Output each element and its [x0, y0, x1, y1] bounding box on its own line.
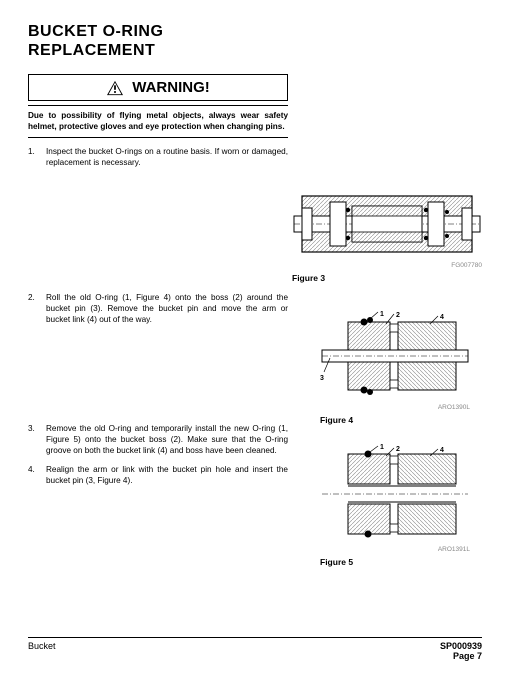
step-2: 2. Roll the old O-ring (1, Figure 4) ont…	[28, 292, 288, 325]
figure-5-code: ARO1391L	[320, 546, 470, 553]
footer-rule	[28, 637, 482, 638]
svg-text:1: 1	[380, 311, 384, 318]
warning-rule-top	[28, 105, 288, 106]
footer-page: Page 7	[440, 651, 482, 661]
step-3-text: Remove the old O-ring and temporarily in…	[46, 423, 288, 456]
figure-5-diagram: 1 2 4	[320, 444, 470, 544]
svg-text:4: 4	[440, 447, 444, 454]
step-4-num: 4.	[28, 464, 46, 486]
figure-5-caption: Figure 5	[320, 557, 470, 567]
footer-doc: SP000939	[440, 641, 482, 651]
step-1: 1. Inspect the bucket O-rings on a routi…	[28, 146, 288, 168]
svg-text:2: 2	[396, 312, 400, 319]
figure-5: 1 2 4 ARO1391L Figure 5	[320, 444, 470, 567]
figure-3: FG007780 Figure 3	[292, 188, 482, 283]
step-3-num: 3.	[28, 423, 46, 456]
footer-left: Bucket	[28, 641, 56, 661]
warning-label: WARNING!	[132, 79, 210, 96]
page-title: BUCKET O-RING REPLACEMENT	[28, 22, 482, 60]
figure-4-caption: Figure 4	[320, 415, 470, 425]
figure-4-diagram: 1 2 4 3	[320, 310, 470, 402]
step-4-text: Realign the arm or link with the bucket …	[46, 464, 288, 486]
step-4: 4. Realign the arm or link with the buck…	[28, 464, 288, 486]
figure-4: 1 2 4 3 ARO1390L Figure 4	[320, 310, 470, 425]
warning-triangle-icon	[106, 80, 124, 96]
step-2-text: Roll the old O-ring (1, Figure 4) onto t…	[46, 292, 288, 325]
step-1-text: Inspect the bucket O-rings on a routine …	[46, 146, 288, 168]
svg-text:4: 4	[440, 314, 444, 321]
figure-4-code: ARO1390L	[320, 404, 470, 411]
figure-3-code: FG007780	[292, 262, 482, 269]
warning-rule-bottom	[28, 137, 288, 138]
title-line2: REPLACEMENT	[28, 42, 155, 59]
svg-text:1: 1	[380, 444, 384, 451]
figure-3-diagram	[292, 188, 482, 260]
title-line1: BUCKET O-RING	[28, 23, 163, 40]
figure-3-caption: Figure 3	[292, 273, 482, 283]
svg-text:2: 2	[396, 446, 400, 453]
step-3: 3. Remove the old O-ring and temporarily…	[28, 423, 288, 456]
step-2-num: 2.	[28, 292, 46, 325]
step-1-num: 1.	[28, 146, 46, 168]
svg-text:3: 3	[320, 375, 324, 382]
warning-box: WARNING!	[28, 74, 288, 101]
page-footer: Bucket SP000939 Page 7	[28, 637, 482, 661]
warning-text: Due to possibility of flying metal objec…	[28, 110, 288, 132]
